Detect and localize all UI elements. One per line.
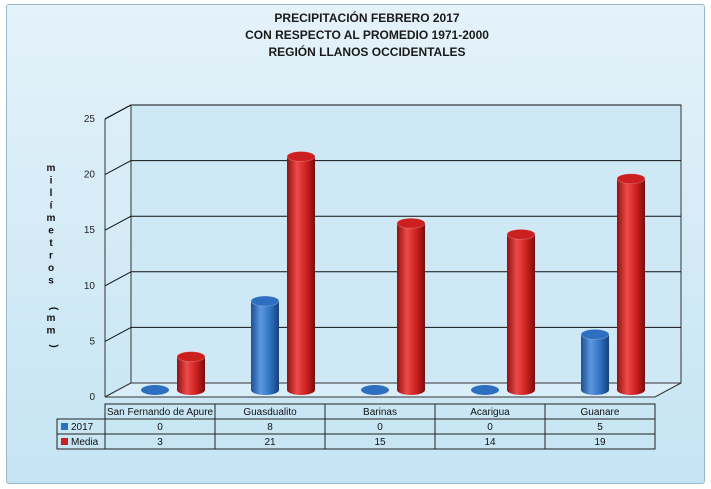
y-axis-label-char: ( <box>48 307 59 311</box>
bar-top <box>616 173 646 185</box>
y-axis-label-char: m <box>47 163 56 174</box>
bar-body <box>177 356 205 390</box>
bar-top <box>396 217 426 229</box>
gridline-side <box>104 104 132 120</box>
category-label: Acarigua <box>470 407 510 418</box>
y-axis-label-char: o <box>48 263 54 274</box>
y-axis-label-char: m <box>47 313 56 324</box>
bar-top <box>286 151 316 162</box>
bar-body <box>397 223 425 390</box>
chart-area: PRECIPITACIÓN FEBRERO 2017 CON RESPECTO … <box>6 4 705 484</box>
y-axis-label-char: m <box>47 213 56 224</box>
bars <box>141 151 646 395</box>
bar-top <box>580 328 610 340</box>
data-label: 21 <box>264 437 276 448</box>
y-tick-label: 0 <box>89 392 95 403</box>
bar <box>506 228 536 395</box>
y-axis-label-char: ) <box>48 344 59 347</box>
data-table: San Fernando de Apure Guasdualito Barinas A… <box>56 403 656 450</box>
data-label: 0 <box>377 422 383 433</box>
bar <box>361 385 389 395</box>
gridline-side <box>104 215 132 231</box>
y-axis-label-char: i <box>50 176 53 187</box>
bar <box>616 173 646 395</box>
chart-svg: PRECIPITACIÓN FEBRERO 2017 CON RESPECTO … <box>47 10 682 450</box>
legend-swatch <box>61 423 68 430</box>
y-tick-label: 5 <box>89 336 95 347</box>
plot-floor <box>104 382 682 398</box>
legend-swatch <box>61 438 68 445</box>
bar-body <box>581 334 609 390</box>
bar-body <box>507 234 535 390</box>
chart-title-line-3: REGIÓN LLANOS OCCIDENTALES <box>268 44 465 59</box>
floor-surface <box>104 382 682 398</box>
bar-top <box>506 228 536 240</box>
bar-top <box>250 295 280 307</box>
bar-body <box>287 156 315 390</box>
y-axis-label-char: s <box>48 276 54 287</box>
bar <box>250 295 280 395</box>
y-tick-label: 25 <box>84 114 96 125</box>
bar <box>286 151 316 395</box>
y-tick-label: 20 <box>84 170 96 181</box>
data-label: 0 <box>487 422 493 433</box>
data-label: 3 <box>157 437 163 448</box>
y-axis-ticks: 0 5 10 15 20 25 <box>84 114 96 403</box>
bar-body <box>617 178 645 390</box>
category-label: Guanare <box>581 407 620 418</box>
data-label: 0 <box>157 422 163 433</box>
legend-entry: Media <box>71 437 99 448</box>
y-tick-label: 15 <box>84 225 96 236</box>
category-label: Barinas <box>363 407 397 418</box>
y-axis-label-char: l <box>50 188 53 199</box>
chart-title-line-2: CON RESPECTO AL PROMEDIO 1971-2000 <box>245 28 489 42</box>
bar-cap <box>141 385 169 395</box>
bar-cap <box>471 385 499 395</box>
gridline-side <box>104 160 132 176</box>
bar <box>176 351 206 395</box>
gridline-side <box>104 326 132 342</box>
chart-title-line-1: PRECIPITACIÓN FEBRERO 2017 <box>274 10 459 25</box>
data-label: 8 <box>267 422 273 433</box>
bar <box>396 217 426 395</box>
bar-top <box>176 351 206 363</box>
category-label: San Fernando de Apure <box>107 407 214 418</box>
bar <box>580 328 610 395</box>
y-tick-label: 10 <box>84 281 96 292</box>
y-axis-label-char: e <box>48 226 54 237</box>
y-axis-label-char: r <box>49 251 53 262</box>
bar-cap <box>361 385 389 395</box>
data-label: 14 <box>484 437 496 448</box>
data-label: 5 <box>597 422 603 433</box>
bar <box>471 385 499 395</box>
data-label: 15 <box>374 437 386 448</box>
y-axis-label-char: t <box>49 238 53 249</box>
legend-entry: 2017 <box>71 422 94 433</box>
bar <box>141 385 169 395</box>
gridline-side <box>104 271 132 287</box>
data-label: 19 <box>594 437 606 448</box>
y-axis-label-char: m <box>47 326 56 337</box>
y-axis-label-char: í <box>50 201 54 212</box>
bar-body <box>251 301 279 390</box>
category-label: Guasdualito <box>243 407 297 418</box>
